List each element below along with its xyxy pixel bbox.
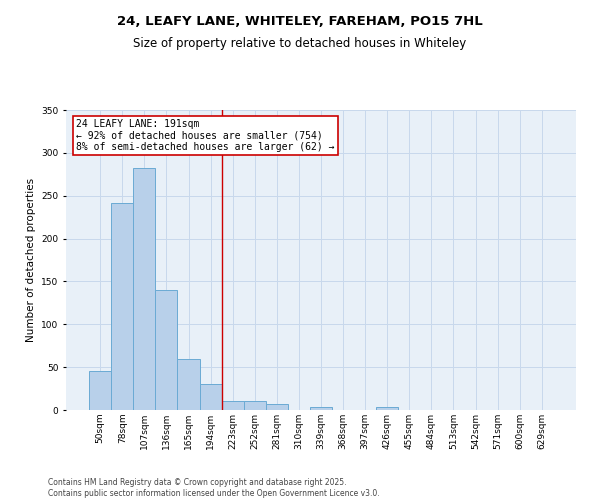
Bar xyxy=(200,384,221,410)
Bar xyxy=(111,204,133,410)
Bar xyxy=(155,290,178,410)
Bar xyxy=(133,168,155,410)
Bar xyxy=(310,408,332,410)
Text: 24 LEAFY LANE: 191sqm
← 92% of detached houses are smaller (754)
8% of semi-deta: 24 LEAFY LANE: 191sqm ← 92% of detached … xyxy=(76,119,335,152)
Bar xyxy=(376,406,398,410)
Bar xyxy=(266,404,288,410)
Text: 24, LEAFY LANE, WHITELEY, FAREHAM, PO15 7HL: 24, LEAFY LANE, WHITELEY, FAREHAM, PO15 … xyxy=(117,15,483,28)
Bar xyxy=(178,358,200,410)
Bar xyxy=(221,400,244,410)
Bar xyxy=(89,370,111,410)
Bar xyxy=(244,402,266,410)
Y-axis label: Number of detached properties: Number of detached properties xyxy=(26,178,35,342)
Text: Contains HM Land Registry data © Crown copyright and database right 2025.
Contai: Contains HM Land Registry data © Crown c… xyxy=(48,478,380,498)
Text: Size of property relative to detached houses in Whiteley: Size of property relative to detached ho… xyxy=(133,38,467,51)
